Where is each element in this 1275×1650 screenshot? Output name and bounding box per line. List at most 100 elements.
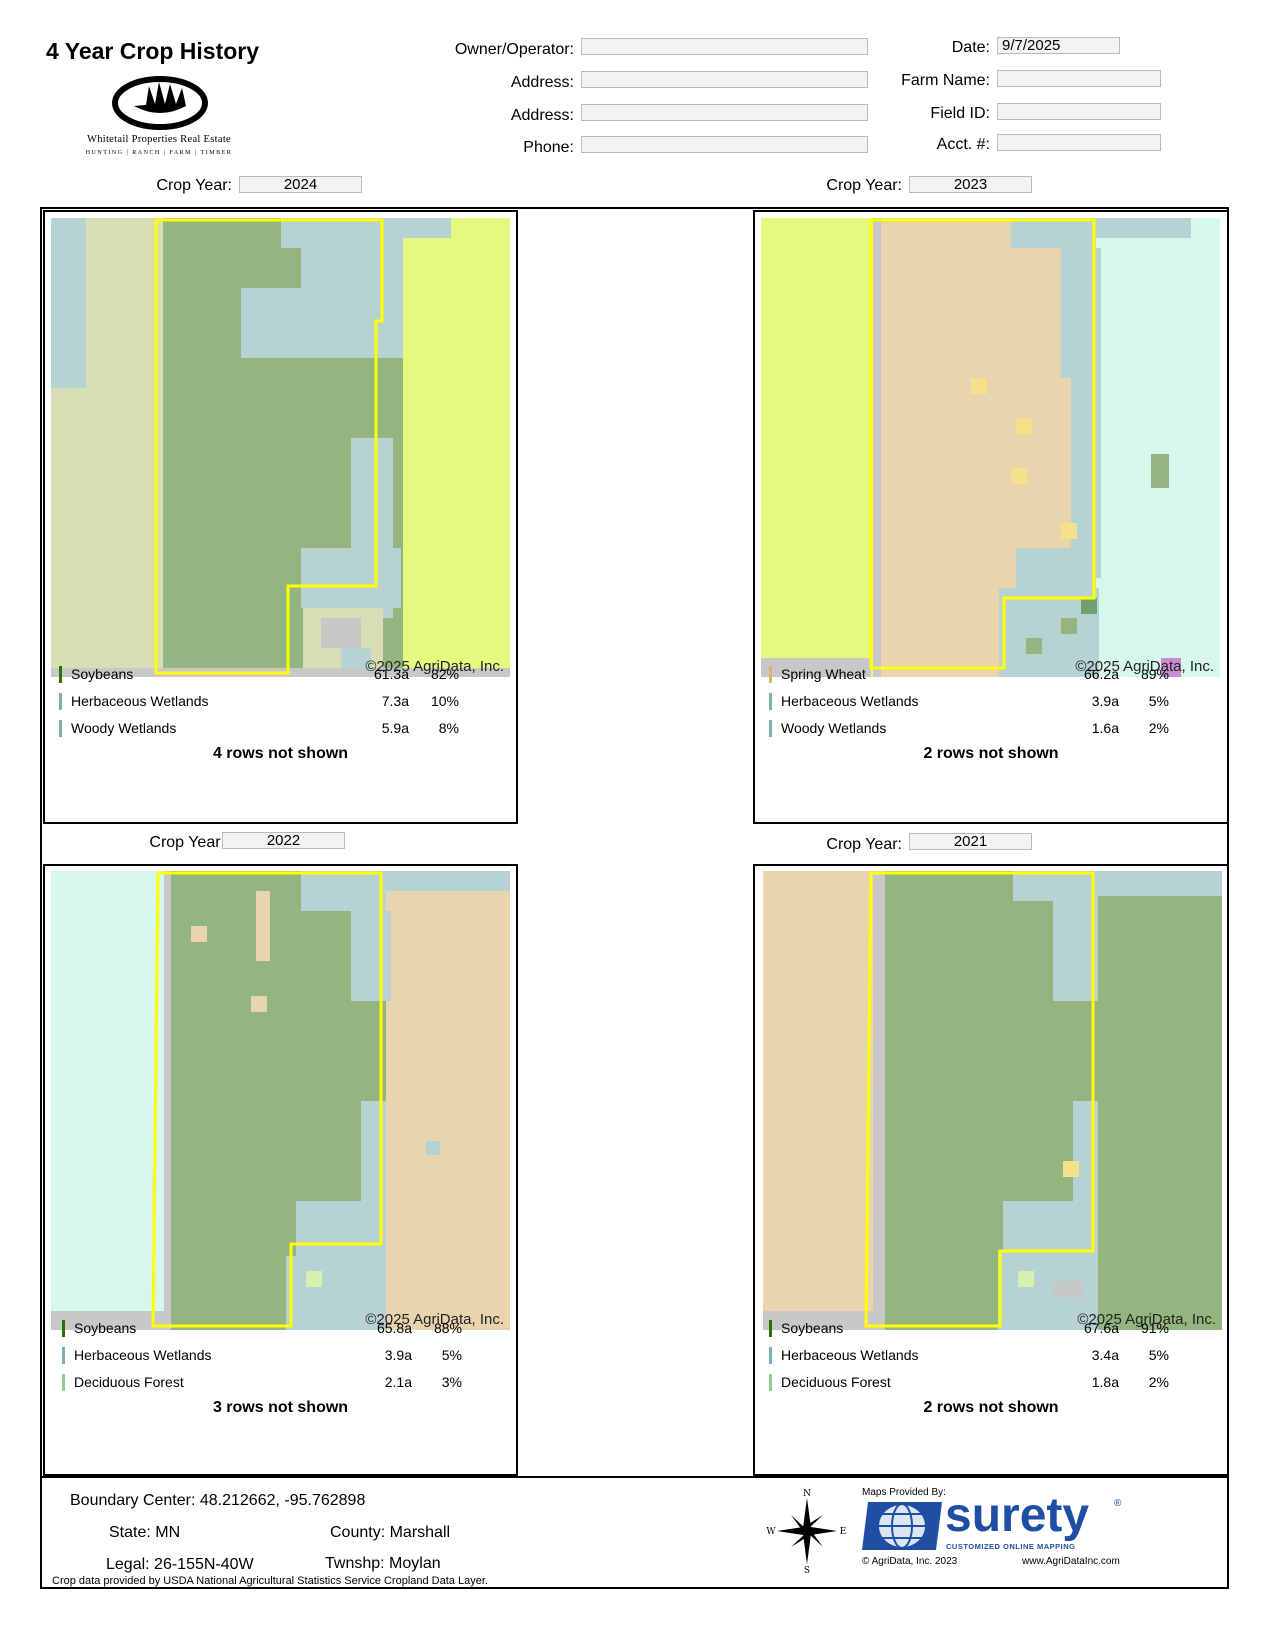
farm-name-label: Farm Name: (901, 72, 990, 89)
legend-row: Deciduous Forest 1.8a 2% (769, 1373, 1209, 1391)
legend-percent: 89% (1140, 666, 1169, 682)
field-id-field[interactable] (997, 103, 1161, 120)
crop-year-field-2024[interactable]: 2024 (239, 176, 362, 193)
crop-map-2024: ©2025 AgriData, Inc. (51, 218, 510, 677)
crop-year-field-2021[interactable]: 2021 (909, 833, 1032, 850)
legend-row: Woody Wetlands 5.9a 8% (59, 719, 499, 737)
legend-row: Soybeans 67.6a 91% (769, 1319, 1209, 1337)
legend-row: Woody Wetlands 1.6a 2% (769, 719, 1209, 737)
rows-not-shown: 4 rows not shown (212, 745, 349, 762)
legend-crop-name: Spring Wheat (781, 666, 866, 682)
boundary-center: Boundary Center: 48.212662, -95.762898 (70, 1492, 365, 1510)
legend-crop-name: Soybeans (71, 666, 134, 682)
page-title: 4 Year Crop History (46, 38, 260, 64)
legend-percent: 82% (430, 666, 459, 682)
crop-year-label-2021: Crop Year: (826, 836, 902, 853)
crop-panel-2021: ©2025 AgriData, Inc. Soybeans 67.6a 91% … (753, 864, 1229, 1476)
township-label: Twnshp: (325, 1555, 385, 1572)
owner-field[interactable] (581, 38, 868, 55)
date-label: Date: (951, 39, 990, 56)
legal-label: Legal: (106, 1556, 150, 1573)
state: State: MN (109, 1524, 180, 1542)
legend-swatch-icon (59, 720, 62, 737)
legal-value: 26-155N-40W (154, 1556, 254, 1573)
data-credit: Crop data provided by USDA National Agri… (52, 1575, 488, 1587)
legend-row: Soybeans 65.8a 88% (62, 1319, 502, 1337)
map-copyright-2022: ©2025 AgriData, Inc. (365, 1311, 504, 1328)
legend-row: Deciduous Forest 2.1a 3% (62, 1373, 502, 1391)
legend-swatch-icon (59, 693, 62, 710)
legend-percent: 10% (430, 693, 459, 709)
compass-e: E (840, 1527, 847, 1537)
legend-percent: 88% (433, 1320, 462, 1336)
owner-label: Owner/Operator: (454, 41, 574, 58)
legend-acres: 3.9a (384, 1347, 412, 1363)
township-value: Moylan (389, 1555, 441, 1572)
legend-acres: 1.8a (1091, 1374, 1119, 1390)
surety-tagline: CUSTOMIZED ONLINE MAPPING (946, 1542, 1076, 1551)
county-label: County: (330, 1524, 386, 1541)
crop-year-field-2023[interactable]: 2023 (909, 176, 1032, 193)
address1-field[interactable] (581, 71, 868, 88)
whitetail-logo: Whitetail Properties Real Estate HUNTING… (64, 76, 254, 162)
surety-brand: surety (945, 1489, 1090, 1542)
legend-row: Herbaceous Wetlands 7.3a 10% (59, 692, 499, 710)
legend-swatch-icon (769, 720, 772, 737)
acct-field[interactable] (997, 134, 1161, 151)
legend-row: Herbaceous Wetlands 3.4a 5% (769, 1346, 1209, 1364)
crop-map-2022: ©2025 AgriData, Inc. (51, 871, 510, 1330)
legend-percent: 2% (1148, 1374, 1169, 1390)
legend-acres: 3.9a (1091, 693, 1119, 709)
boundary-center-value: 48.212662, -95.762898 (199, 1492, 366, 1509)
legend-acres: 1.6a (1091, 720, 1119, 736)
legend-crop-name: Woody Wetlands (781, 720, 887, 736)
maps-provided-label: Maps Provided By: (862, 1487, 946, 1498)
legend-percent: 5% (1148, 693, 1169, 709)
state-label: State: (109, 1524, 151, 1541)
legend-crop-name: Herbaceous Wetlands (71, 693, 209, 709)
field-id-label: Field ID: (930, 105, 990, 122)
township: Twnshp: Moylan (325, 1555, 441, 1573)
farm-name-field[interactable] (997, 70, 1161, 87)
date-field[interactable]: 9/7/2025 (997, 37, 1120, 54)
address1-label: Address: (510, 74, 574, 91)
field-boundary-2021 (864, 871, 1095, 1328)
legend-crop-name: Herbaceous Wetlands (74, 1347, 212, 1363)
crop-panel-2023: ©2025 AgriData, Inc. Spring Wheat 66.2a … (753, 210, 1229, 824)
crop-map-2023: ©2025 AgriData, Inc. (761, 218, 1220, 677)
legend-swatch-icon (769, 666, 772, 683)
legend-acres: 2.1a (384, 1374, 412, 1390)
agridata-copyright: © AgriData, Inc. 2023 (862, 1556, 958, 1567)
legend-crop-name: Deciduous Forest (74, 1374, 184, 1390)
legend-acres: 61.3a (373, 666, 409, 682)
crop-year-label-2023: Crop Year: (826, 177, 902, 194)
crop-year-field-2022[interactable]: 2022 (222, 832, 345, 849)
boundary-center-label: Boundary Center: (70, 1492, 196, 1509)
rows-not-shown: 3 rows not shown (212, 1399, 349, 1416)
legend-crop-name: Soybeans (781, 1320, 844, 1336)
map-copyright-2024: ©2025 AgriData, Inc. (365, 658, 504, 675)
legend-percent: 5% (441, 1347, 462, 1363)
legend-crop-name: Deciduous Forest (781, 1374, 891, 1390)
phone-field[interactable] (581, 136, 868, 153)
compass-n: N (803, 1489, 811, 1499)
phone-label: Phone: (523, 139, 574, 156)
legal: Legal: 26-155N-40W (106, 1556, 254, 1574)
compass-s: S (804, 1566, 810, 1574)
legend-row: Herbaceous Wetlands 3.9a 5% (769, 692, 1209, 710)
county-value: Marshall (389, 1524, 451, 1541)
address2-label: Address: (510, 107, 574, 124)
agridata-url[interactable]: www.AgriDataInc.com (1022, 1556, 1120, 1567)
legend-swatch-icon (769, 1374, 772, 1391)
crop-panel-2024: ©2025 AgriData, Inc. Soybeans 61.3a 82% … (43, 210, 518, 824)
legend-row: Spring Wheat 66.2a 89% (769, 665, 1209, 683)
legend-percent: 2% (1148, 720, 1169, 736)
legend-swatch-icon (769, 693, 772, 710)
whitetail-logo-mark-icon (112, 76, 208, 130)
footer: Boundary Center: 48.212662, -95.762898 S… (40, 1476, 1229, 1589)
legend-acres: 66.2a (1083, 666, 1119, 682)
logo-company-name: Whitetail Properties Real Estate (86, 134, 231, 145)
legend-swatch-icon (62, 1374, 65, 1391)
legend-crop-name: Herbaceous Wetlands (781, 693, 919, 709)
address2-field[interactable] (581, 104, 868, 121)
